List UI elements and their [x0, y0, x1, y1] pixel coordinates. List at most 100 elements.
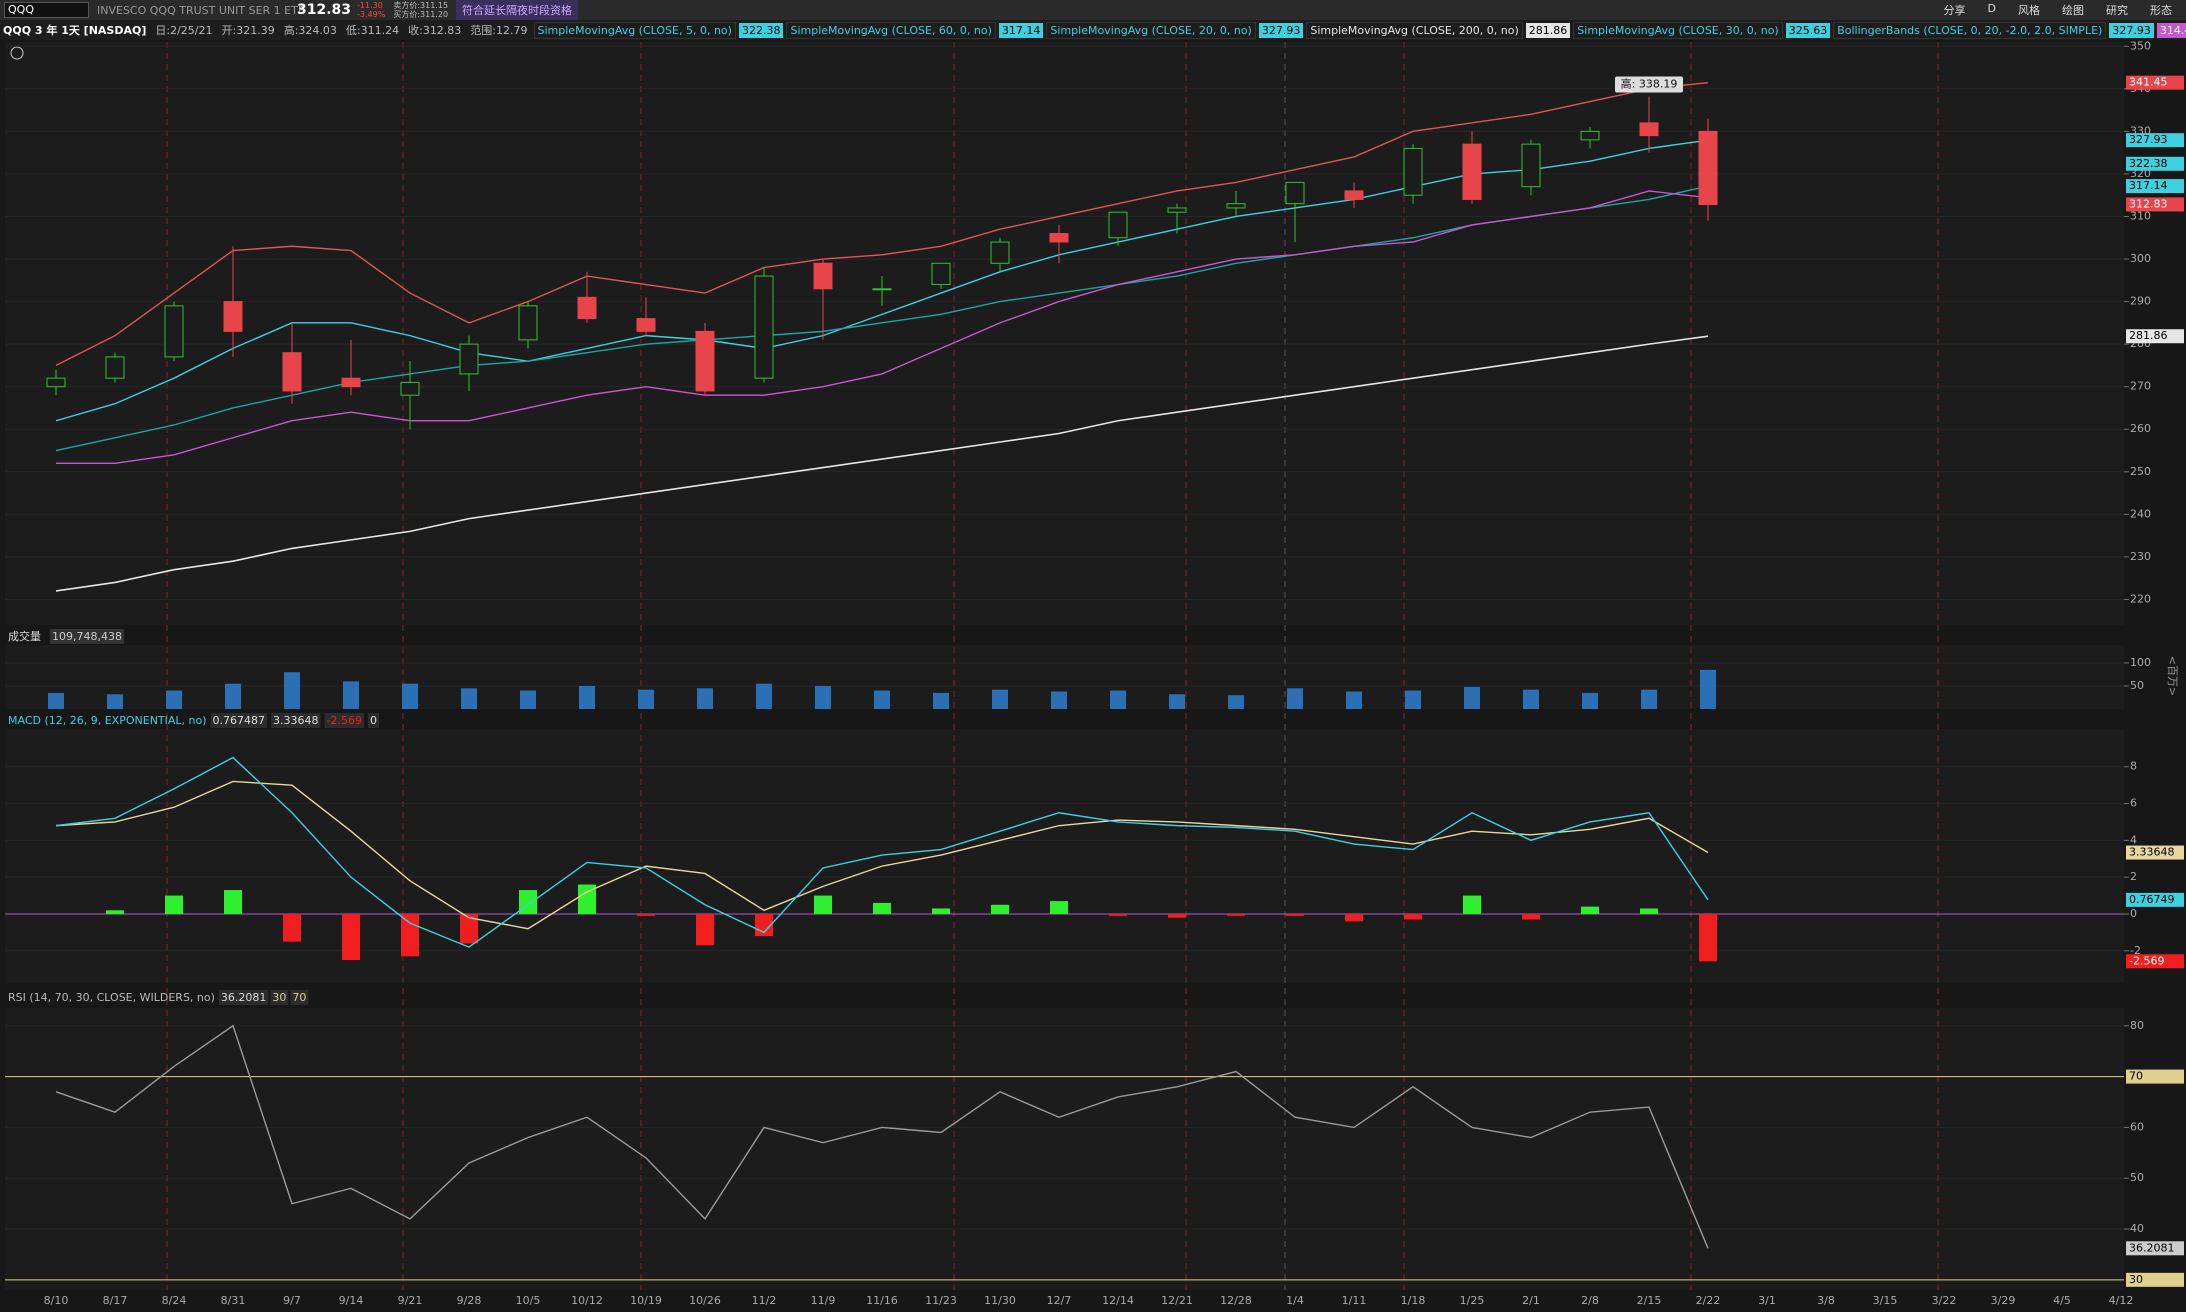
unit-label: <百万> [2166, 656, 2179, 696]
toolbar-button[interactable]: 研究 [2106, 4, 2128, 17]
bid: 卖方价:311.15 [393, 1, 449, 10]
panel-label: 成交量 [8, 629, 41, 643]
volume-bar [874, 690, 890, 709]
histogram-bar [578, 884, 596, 914]
toolbar-button[interactable]: 分享 [1943, 4, 1966, 17]
candle-body [518, 305, 538, 341]
y-tick-label: 310 [2130, 209, 2151, 222]
study-line [55, 780, 1709, 930]
symbol-input[interactable]: QQQ [4, 2, 89, 18]
description: INVESCO QQQ TRUST UNIT SER 1 ETF [97, 3, 305, 17]
volume-bar [1228, 695, 1244, 709]
study-value: 314.42 [2156, 22, 2186, 38]
price-marker-label: 70 [2129, 1070, 2143, 1083]
ohlc-field: 低:311.24 [345, 24, 400, 37]
price-marker [2126, 197, 2184, 212]
toolbar-button[interactable]: 形态 [2150, 4, 2172, 17]
candle-body [1049, 232, 1069, 243]
x-tick-label: 2/1 [1522, 1294, 1540, 1307]
candle-body [695, 330, 715, 392]
price-panel [5, 42, 2124, 625]
x-tick-label: 11/23 [925, 1294, 957, 1307]
y-tick-label: 50 [2130, 679, 2144, 692]
x-tick-label: 10/19 [630, 1294, 662, 1307]
volume-bar [48, 692, 64, 709]
x-tick-label: 1/25 [1460, 1294, 1485, 1307]
y-tick-label: 50 [2130, 1171, 2144, 1184]
x-tick-label: 3/29 [1991, 1294, 2016, 1307]
candle-body [46, 377, 66, 388]
price-marker [2126, 1069, 2184, 1084]
histogram-bar [873, 902, 891, 914]
panel-label: 0 [370, 714, 377, 727]
volume-bar [1523, 689, 1539, 709]
study-label: BollingerBands (CLOSE, 0, 20, -2.0, 2.0,… [1833, 21, 2107, 39]
histogram-bar [460, 913, 478, 944]
panel-label: 36.2081 [221, 991, 267, 1004]
y-tick-label: 0 [2130, 907, 2137, 920]
candle-body [105, 356, 125, 379]
toolbar-button[interactable]: 风格 [2018, 4, 2040, 17]
x-tick-label: 9/7 [283, 1294, 301, 1307]
candle-body [636, 318, 656, 332]
toolbar-button[interactable]: D [1987, 2, 1996, 15]
histogram-bar [1168, 913, 1186, 918]
session-link[interactable]: 符合延长隔夜时段资格 [456, 0, 579, 20]
ohlc-field: 开:321.39 [221, 24, 275, 37]
histogram-bar [1109, 913, 1127, 916]
panel-label-box [324, 713, 364, 728]
panel-label-box [218, 990, 269, 1005]
price-marker-label: 322.38 [2129, 157, 2168, 170]
panel-label: 109,748,438 [52, 630, 122, 643]
histogram-bar [1345, 913, 1363, 922]
y-tick-label: 80 [2130, 1019, 2144, 1032]
panel-label: 3.33648 [273, 714, 319, 727]
candle-body [1580, 130, 1600, 141]
x-tick-label: 8/17 [103, 1294, 128, 1307]
volume-bar [1051, 691, 1067, 709]
volume-bar [1700, 669, 1716, 709]
rsi-panel [5, 1008, 2124, 1290]
volume-bar [520, 690, 536, 709]
info-icon[interactable] [10, 46, 24, 60]
panel-label: 30 [272, 991, 286, 1004]
ohlc-field: 日:2/25/21 [155, 24, 213, 37]
histogram-bar [1227, 913, 1245, 916]
study-header: QQQ 3 年 1天 [NASDAQ] 日:2/25/21 开:321.39 高:3… [0, 20, 2186, 40]
price-marker [2126, 1241, 2184, 1256]
quote: 卖方价:311.15 买方价:311.20 [393, 1, 448, 19]
price-marker-label: 327.93 [2129, 133, 2168, 146]
price-marker [2126, 179, 2184, 194]
candle-body [872, 288, 892, 291]
volume-bar [343, 681, 359, 709]
candle-body [754, 275, 774, 379]
price-marker [2126, 156, 2184, 171]
price-marker-label: 30 [2129, 1273, 2143, 1286]
x-tick-label: 11/16 [866, 1294, 898, 1307]
panel-label-box [290, 990, 309, 1005]
x-tick-label: 11/9 [811, 1294, 836, 1307]
volume-bar [992, 689, 1008, 709]
volume-bar [1405, 690, 1421, 709]
candle-body [1226, 203, 1246, 209]
histogram-bar [1640, 908, 1658, 914]
histogram-bar [814, 895, 832, 914]
volume-bar [1582, 692, 1598, 709]
change-value: -11.30 [357, 1, 383, 10]
x-tick-label: 8/31 [221, 1294, 246, 1307]
x-tick-label: 2/15 [1637, 1294, 1662, 1307]
y-tick-label: 6 [2130, 797, 2137, 810]
toolbar-button[interactable]: 绘图 [2062, 4, 2084, 17]
histogram-bar [637, 913, 655, 916]
y-tick-label: 4 [2130, 833, 2137, 846]
price-marker [2126, 133, 2184, 148]
study-value: 325.63 [1785, 22, 1831, 38]
candle-body [931, 262, 951, 286]
histogram-bar [224, 890, 242, 914]
candle-body [813, 262, 833, 290]
candle-body [1698, 130, 1718, 205]
x-tick-label: 3/8 [1817, 1294, 1835, 1307]
x-tick-label: 11/2 [752, 1294, 777, 1307]
study-line [55, 185, 1709, 452]
y-tick-label: 100 [2130, 656, 2151, 669]
